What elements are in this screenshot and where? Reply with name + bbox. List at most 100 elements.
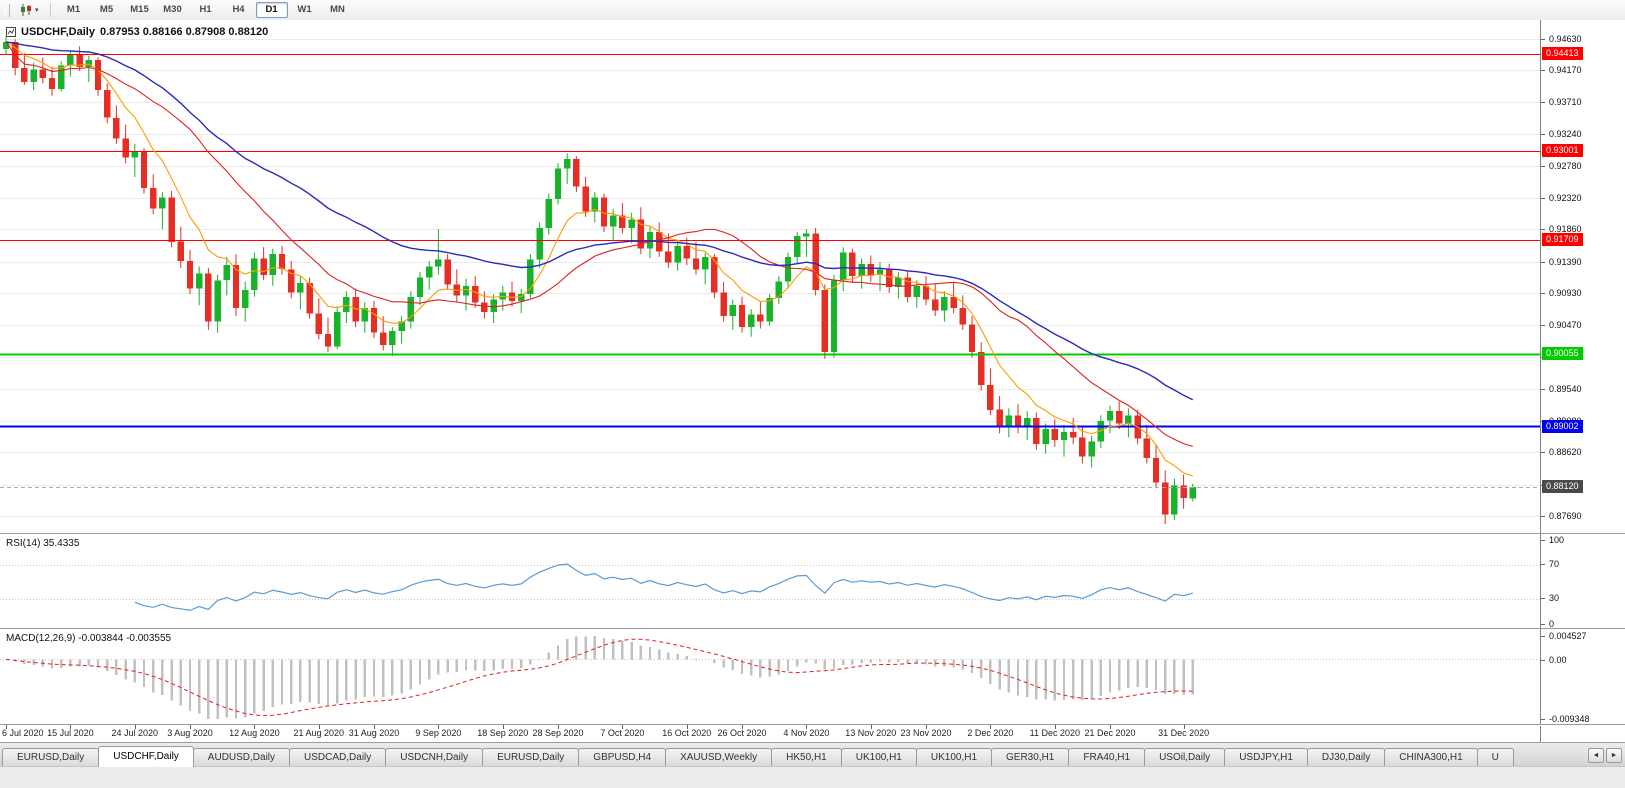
chart-tab-u[interactable]: U: [1476, 748, 1514, 767]
chart-tab-eurusd-daily[interactable]: EURUSD,Daily: [482, 748, 580, 767]
date-label: 26 Oct 2020: [717, 728, 767, 738]
date-label: 28 Sep 2020: [532, 728, 584, 738]
chart-tab-xauusd-weekly[interactable]: XAUUSD,Weekly: [665, 748, 773, 767]
chart-tab-audusd-daily[interactable]: AUDUSD,Daily: [192, 748, 291, 767]
date-label: 11 Dec 2020: [1029, 728, 1080, 738]
date-label: 3 Aug 2020: [167, 728, 213, 738]
macd-axis-zero: 0.00: [1541, 654, 1625, 666]
chart-tab-usdchf-daily[interactable]: USDCHF,Daily: [98, 746, 194, 767]
timeframe-button-m1[interactable]: M1: [66, 3, 81, 15]
rsi-plot[interactable]: [0, 535, 1540, 629]
rsi-level-label: 30: [1541, 592, 1625, 604]
ma-mid-line[interactable]: [5, 41, 1193, 447]
date-tick-mark: [190, 725, 191, 729]
timeframe-button-w1[interactable]: W1: [297, 3, 312, 15]
date-label: 18 Sep 2020: [477, 728, 529, 738]
tabs-scroll-left-button[interactable]: ◄: [1588, 748, 1604, 763]
hline-price-label: 0.90055: [1542, 347, 1583, 361]
date-label: 12 Aug 2020: [229, 728, 280, 738]
ma-fast-line[interactable]: [5, 41, 1193, 477]
macd-signal-line: [5, 638, 1193, 717]
macd-axis-min: -0.009348: [1541, 713, 1625, 725]
date-label: 24 Jul 2020: [111, 728, 159, 738]
date-label: 4 Nov 2020: [783, 728, 830, 738]
toolbar-separator: [49, 3, 51, 17]
macd-histogram: [4, 636, 1194, 719]
price-tick: 0.88620: [1541, 446, 1625, 458]
hline-price-label: 0.91709: [1542, 233, 1583, 247]
date-tick-mark: [1054, 725, 1056, 729]
chart-tab-ger30-h1[interactable]: GER30,H1: [991, 748, 1070, 767]
date-label: 23 Nov 2020: [900, 728, 952, 738]
rsi-level-label: 70: [1541, 558, 1625, 570]
chart-tab-gbpusd-h4[interactable]: GBPUSD,H4: [578, 748, 667, 767]
macd-axis[interactable]: 0.004527 0.00 -0.009348: [1540, 629, 1625, 725]
date-tick-mark: [438, 725, 440, 729]
date-axis-corner: [1540, 726, 1625, 743]
candlestick-chart-icon: [21, 4, 31, 16]
date-tick-mark: [742, 725, 743, 729]
price-tick: 0.94170: [1541, 64, 1625, 76]
timeframe-button-h4[interactable]: H4: [232, 3, 245, 15]
chart-tab-usdjpy-h1[interactable]: USDJPY,H1: [1224, 748, 1308, 767]
price-tick: 0.90470: [1541, 319, 1625, 331]
chart-window: USDCHF,Daily 0.87953 0.88166 0.87908 0.8…: [0, 20, 1625, 743]
macd-plot[interactable]: [0, 630, 1540, 725]
chart-tab-usoil-daily[interactable]: USOil,Daily: [1144, 748, 1226, 767]
current-price-label: 0.88120: [1542, 480, 1583, 494]
timeframe-button-m5[interactable]: M5: [99, 3, 114, 15]
hline-price-label: 0.89002: [1542, 419, 1583, 433]
date-label: 21 Aug 2020: [293, 728, 345, 738]
chart-tab-eurusd-daily[interactable]: EURUSD,Daily: [2, 748, 100, 767]
timeframe-button-m15[interactable]: M15: [130, 3, 149, 15]
date-tick-mark: [1110, 725, 1111, 729]
date-tick-mark: [254, 725, 256, 729]
chevron-down-icon: ▾: [35, 6, 39, 14]
price-tick: 0.93710: [1541, 96, 1625, 108]
price-axis[interactable]: 0.94630 0.94170 0.93710 0.93240 0.92780 0.923…: [1540, 20, 1625, 533]
price-tick: 0.92780: [1541, 160, 1625, 172]
down-candles: [12, 39, 1187, 524]
macd-axis-max: 0.004527: [1541, 630, 1625, 642]
date-tick-mark: [6, 725, 7, 729]
timeframe-button-d1[interactable]: D1: [255, 1, 288, 19]
date-tick-mark: [134, 725, 136, 729]
date-tick-mark: [806, 725, 808, 729]
chart-type-button[interactable]: ▾: [16, 2, 43, 18]
chart-tab-uk100-h1[interactable]: UK100,H1: [915, 748, 993, 767]
date-label: 7 Oct 2020: [600, 728, 645, 738]
ma-slow-line[interactable]: [5, 41, 1194, 401]
macd-panel: MACD(12,26,9) -0.003844 -0.003555 0.0045…: [0, 628, 1625, 725]
toolbar-grip[interactable]: [5, 3, 10, 17]
price-tick: 0.90930: [1541, 287, 1625, 299]
rsi-panel: RSI(14) 35.4335 100 70 30 0: [0, 533, 1625, 629]
rsi-level-label: 100: [1541, 534, 1625, 546]
timeframe-button-h1[interactable]: H1: [199, 3, 212, 15]
chart-tabs: EURUSD,Daily USDCHF,Daily AUDUSD,Daily USDC…: [0, 743, 1585, 767]
price-tick: 0.87690: [1541, 510, 1625, 522]
date-tick-mark: [1183, 725, 1185, 729]
chart-tab-usdcad-daily[interactable]: USDCAD,Daily: [289, 748, 387, 767]
up-candles: [2, 36, 1196, 520]
date-label: 9 Sep 2020: [415, 728, 462, 738]
chart-tab-fra40-h1[interactable]: FRA40,H1: [1068, 748, 1146, 767]
chart-tab-dj30-daily[interactable]: DJ30,Daily: [1306, 748, 1386, 767]
candlestick-plot[interactable]: [0, 20, 1540, 533]
chart-tab-uk100-h1[interactable]: UK100,H1: [840, 748, 917, 767]
hline-price-label: 0.94413: [1542, 47, 1583, 61]
chart-tab-usdcnh-daily[interactable]: USDCNH,Daily: [385, 748, 484, 767]
chart-tab-china300-h1[interactable]: CHINA300,H1: [1384, 748, 1478, 767]
tabs-scroll-right-button[interactable]: ►: [1606, 748, 1622, 763]
date-label: 31 Aug 2020: [348, 728, 400, 738]
timeframe-button-m30[interactable]: M30: [163, 3, 182, 15]
chart-tab-hk50-h1[interactable]: HK50,H1: [771, 748, 842, 767]
date-axis[interactable]: 6 Jul 2020 15 Jul 2020 24 Jul 2020 3 Aug 20…: [0, 724, 1625, 743]
date-label: 13 Nov 2020: [845, 728, 897, 738]
timeframe-button-mn[interactable]: MN: [330, 3, 345, 15]
status-strip: [0, 766, 1625, 788]
date-tick-mark: [558, 725, 559, 729]
price-tick: 0.91390: [1541, 256, 1625, 268]
date-tick-mark: [686, 725, 688, 729]
rsi-axis[interactable]: 100 70 30 0: [1540, 534, 1625, 629]
